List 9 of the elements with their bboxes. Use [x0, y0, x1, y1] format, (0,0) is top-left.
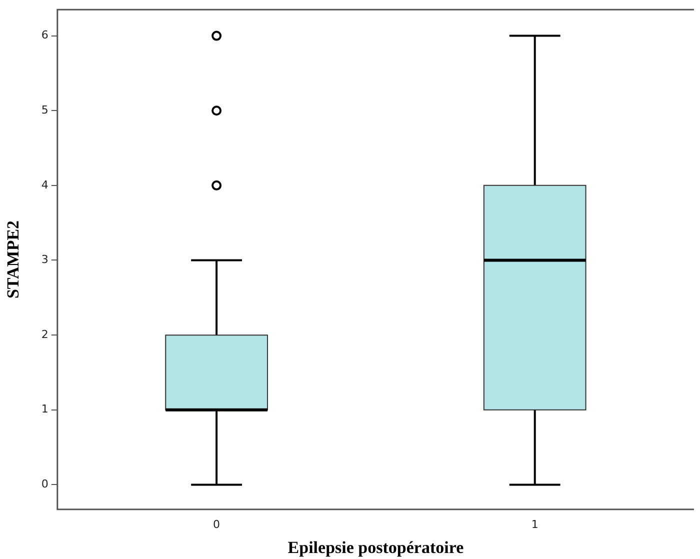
y-tick-label: 0 [41, 478, 48, 491]
y-tick-label: 1 [41, 402, 48, 416]
y-tick-label: 6 [41, 28, 48, 42]
y-tick-label: 3 [41, 253, 48, 266]
x-axis-title: Epilepsie postopératoire [288, 538, 464, 558]
y-tick-label: 5 [41, 103, 48, 116]
y-tick-label: 4 [41, 178, 48, 192]
y-tick-label: 2 [41, 328, 48, 341]
y-axis-title: STAMPE2 [4, 220, 23, 299]
